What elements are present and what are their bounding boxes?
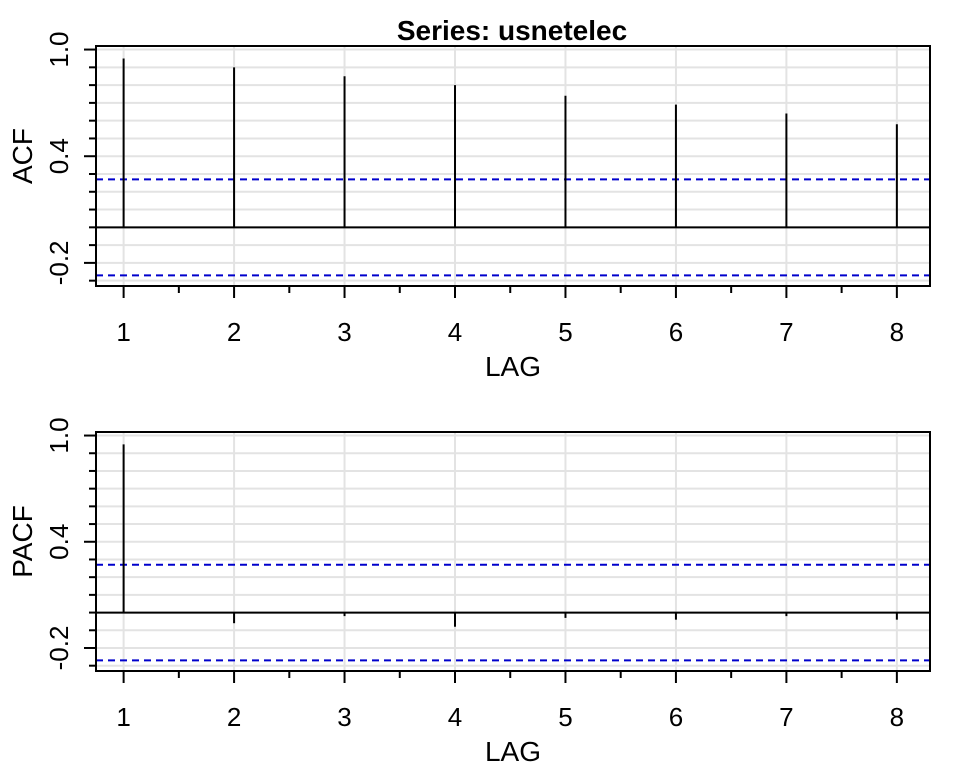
acf-y-tick-label: 0.4 [44,138,74,174]
acf-x-tick-label: 7 [779,317,793,347]
pacf-plot-frame [95,431,931,672]
pacf-y-tick-label: 1.0 [44,417,74,453]
pacf-x-tick-label: 6 [669,702,683,732]
acf-x-tick-label: 2 [227,317,241,347]
chart-title: Series: usnetelec [397,15,627,46]
pacf-x-tick-label: 7 [779,702,793,732]
pacf-y-axis-label: PACF [7,505,38,578]
acf-y-tick-label: -0.2 [44,240,74,285]
pacf-y-tick-label: -0.2 [44,626,74,671]
acf-x-axis-label: LAG [485,351,541,382]
pacf-x-tick-label: 8 [890,702,904,732]
acf-x-tick-label: 4 [448,317,462,347]
acf-plot-frame [95,45,931,287]
pacf-panel: 1 2 3 4 5 6 7 8 -0.2 0.4 1.0 LAG PACF [7,417,931,767]
acf-x-tick-label: 1 [116,317,130,347]
pacf-x-tick-label: 4 [448,702,462,732]
acf-y-tick-label: 1.0 [44,31,74,67]
acf-x-tick-label: 8 [890,317,904,347]
pacf-x-tick-label: 3 [337,702,351,732]
pacf-x-tick-label: 1 [116,702,130,732]
pacf-x-tick-label: 5 [558,702,572,732]
acf-panel: 1 2 3 4 5 6 7 8 -0.2 0.4 1.0 LAG ACF [7,31,931,382]
acf-x-tick-label: 6 [669,317,683,347]
pacf-x-axis-label: LAG [485,736,541,767]
acf-x-tick-label: 3 [337,317,351,347]
acf-x-tick-label: 5 [558,317,572,347]
pacf-y-tick-label: 0.4 [44,524,74,560]
acf-y-axis-label: ACF [7,128,38,184]
pacf-x-tick-label: 2 [227,702,241,732]
